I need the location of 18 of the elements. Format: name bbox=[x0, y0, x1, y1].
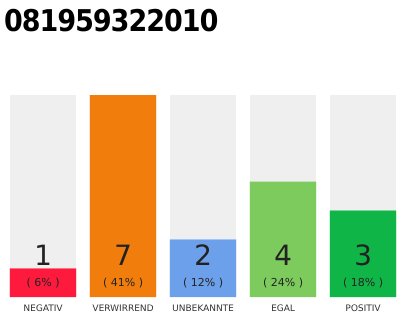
x-tick-label: VERWIRREND bbox=[92, 304, 154, 314]
x-tick-label: UNBEKANNTE bbox=[172, 304, 234, 314]
x-tick-label: POSITIV bbox=[345, 304, 382, 314]
annotation: ( 24% ) bbox=[262, 276, 304, 290]
bar bbox=[90, 95, 156, 298]
bar bbox=[10, 268, 76, 298]
annotation: ( 41% ) bbox=[102, 276, 144, 290]
annotation: ( 12% ) bbox=[182, 276, 224, 290]
data-label: 4 bbox=[274, 239, 292, 272]
annotation: ( 6% ) bbox=[26, 276, 60, 290]
data-label: 7 bbox=[114, 239, 132, 272]
annotation: ( 18% ) bbox=[342, 276, 384, 290]
chart-title: 081959322010 bbox=[4, 4, 218, 39]
data-label: 3 bbox=[354, 239, 372, 272]
data-label: 2 bbox=[194, 239, 212, 272]
x-tick-label: EGAL bbox=[271, 304, 295, 314]
data-label: 1 bbox=[34, 239, 52, 272]
x-tick-label: NEGATIV bbox=[23, 304, 64, 314]
